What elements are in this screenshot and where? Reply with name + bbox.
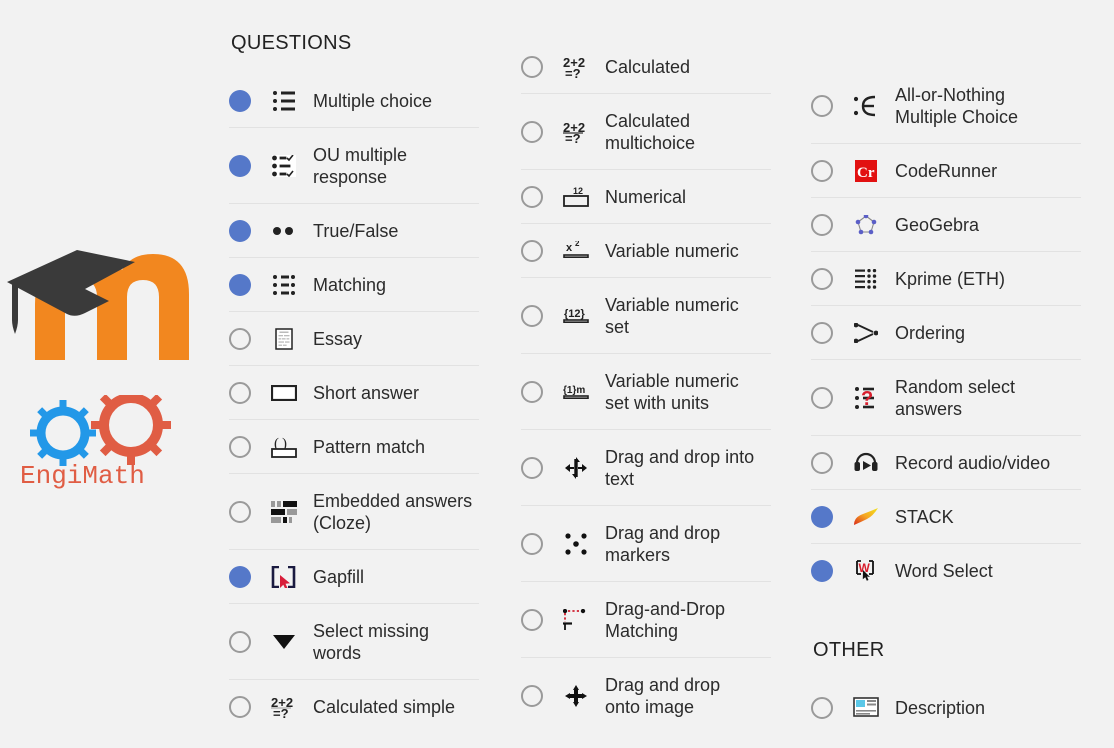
svg-text:{1}m: {1}m [563, 385, 585, 396]
svg-text:x: x [566, 242, 573, 254]
svg-text:=?: =? [565, 66, 581, 79]
svg-text:12: 12 [573, 187, 583, 196]
svg-text:EngiMath: EngiMath [20, 461, 145, 491]
svg-text:?: ? [861, 388, 873, 409]
svg-text:2: 2 [575, 241, 580, 248]
svg-text:{12}: {12} [564, 308, 586, 320]
svg-text:Cr: Cr [857, 165, 875, 181]
